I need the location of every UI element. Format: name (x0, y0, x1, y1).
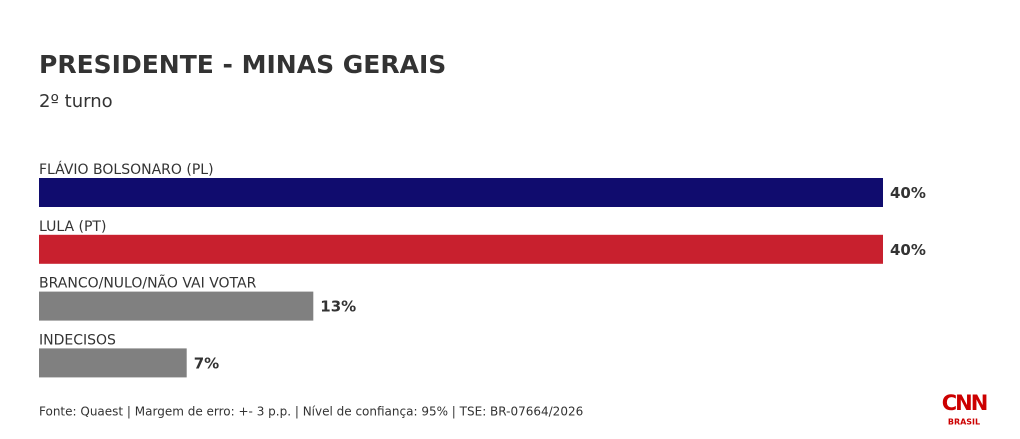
chart-subtitle: 2º turno (39, 91, 113, 112)
value-label: 7% (194, 354, 219, 372)
bar (39, 348, 187, 378)
category-label: FLÁVIO BOLSONARO (PL) (39, 161, 214, 178)
category-label: BRANCO/NULO/NÃO VAI VOTAR (39, 275, 257, 292)
value-label: 40% (890, 184, 926, 202)
category-label: LULA (PT) (39, 219, 106, 235)
bar (39, 178, 883, 207)
brand-logo: CNN (942, 391, 987, 415)
value-label: 13% (320, 298, 356, 316)
source-note: Fonte: Quaest | Margem de erro: +- 3 p.p… (39, 405, 583, 419)
category-label: INDECISOS (39, 332, 116, 348)
bar (39, 234, 883, 264)
bar (39, 291, 314, 321)
chart-title: PRESIDENTE - MINAS GERAIS (39, 50, 446, 79)
brand-sub: BRASIL (948, 418, 980, 427)
value-label: 40% (890, 241, 926, 259)
